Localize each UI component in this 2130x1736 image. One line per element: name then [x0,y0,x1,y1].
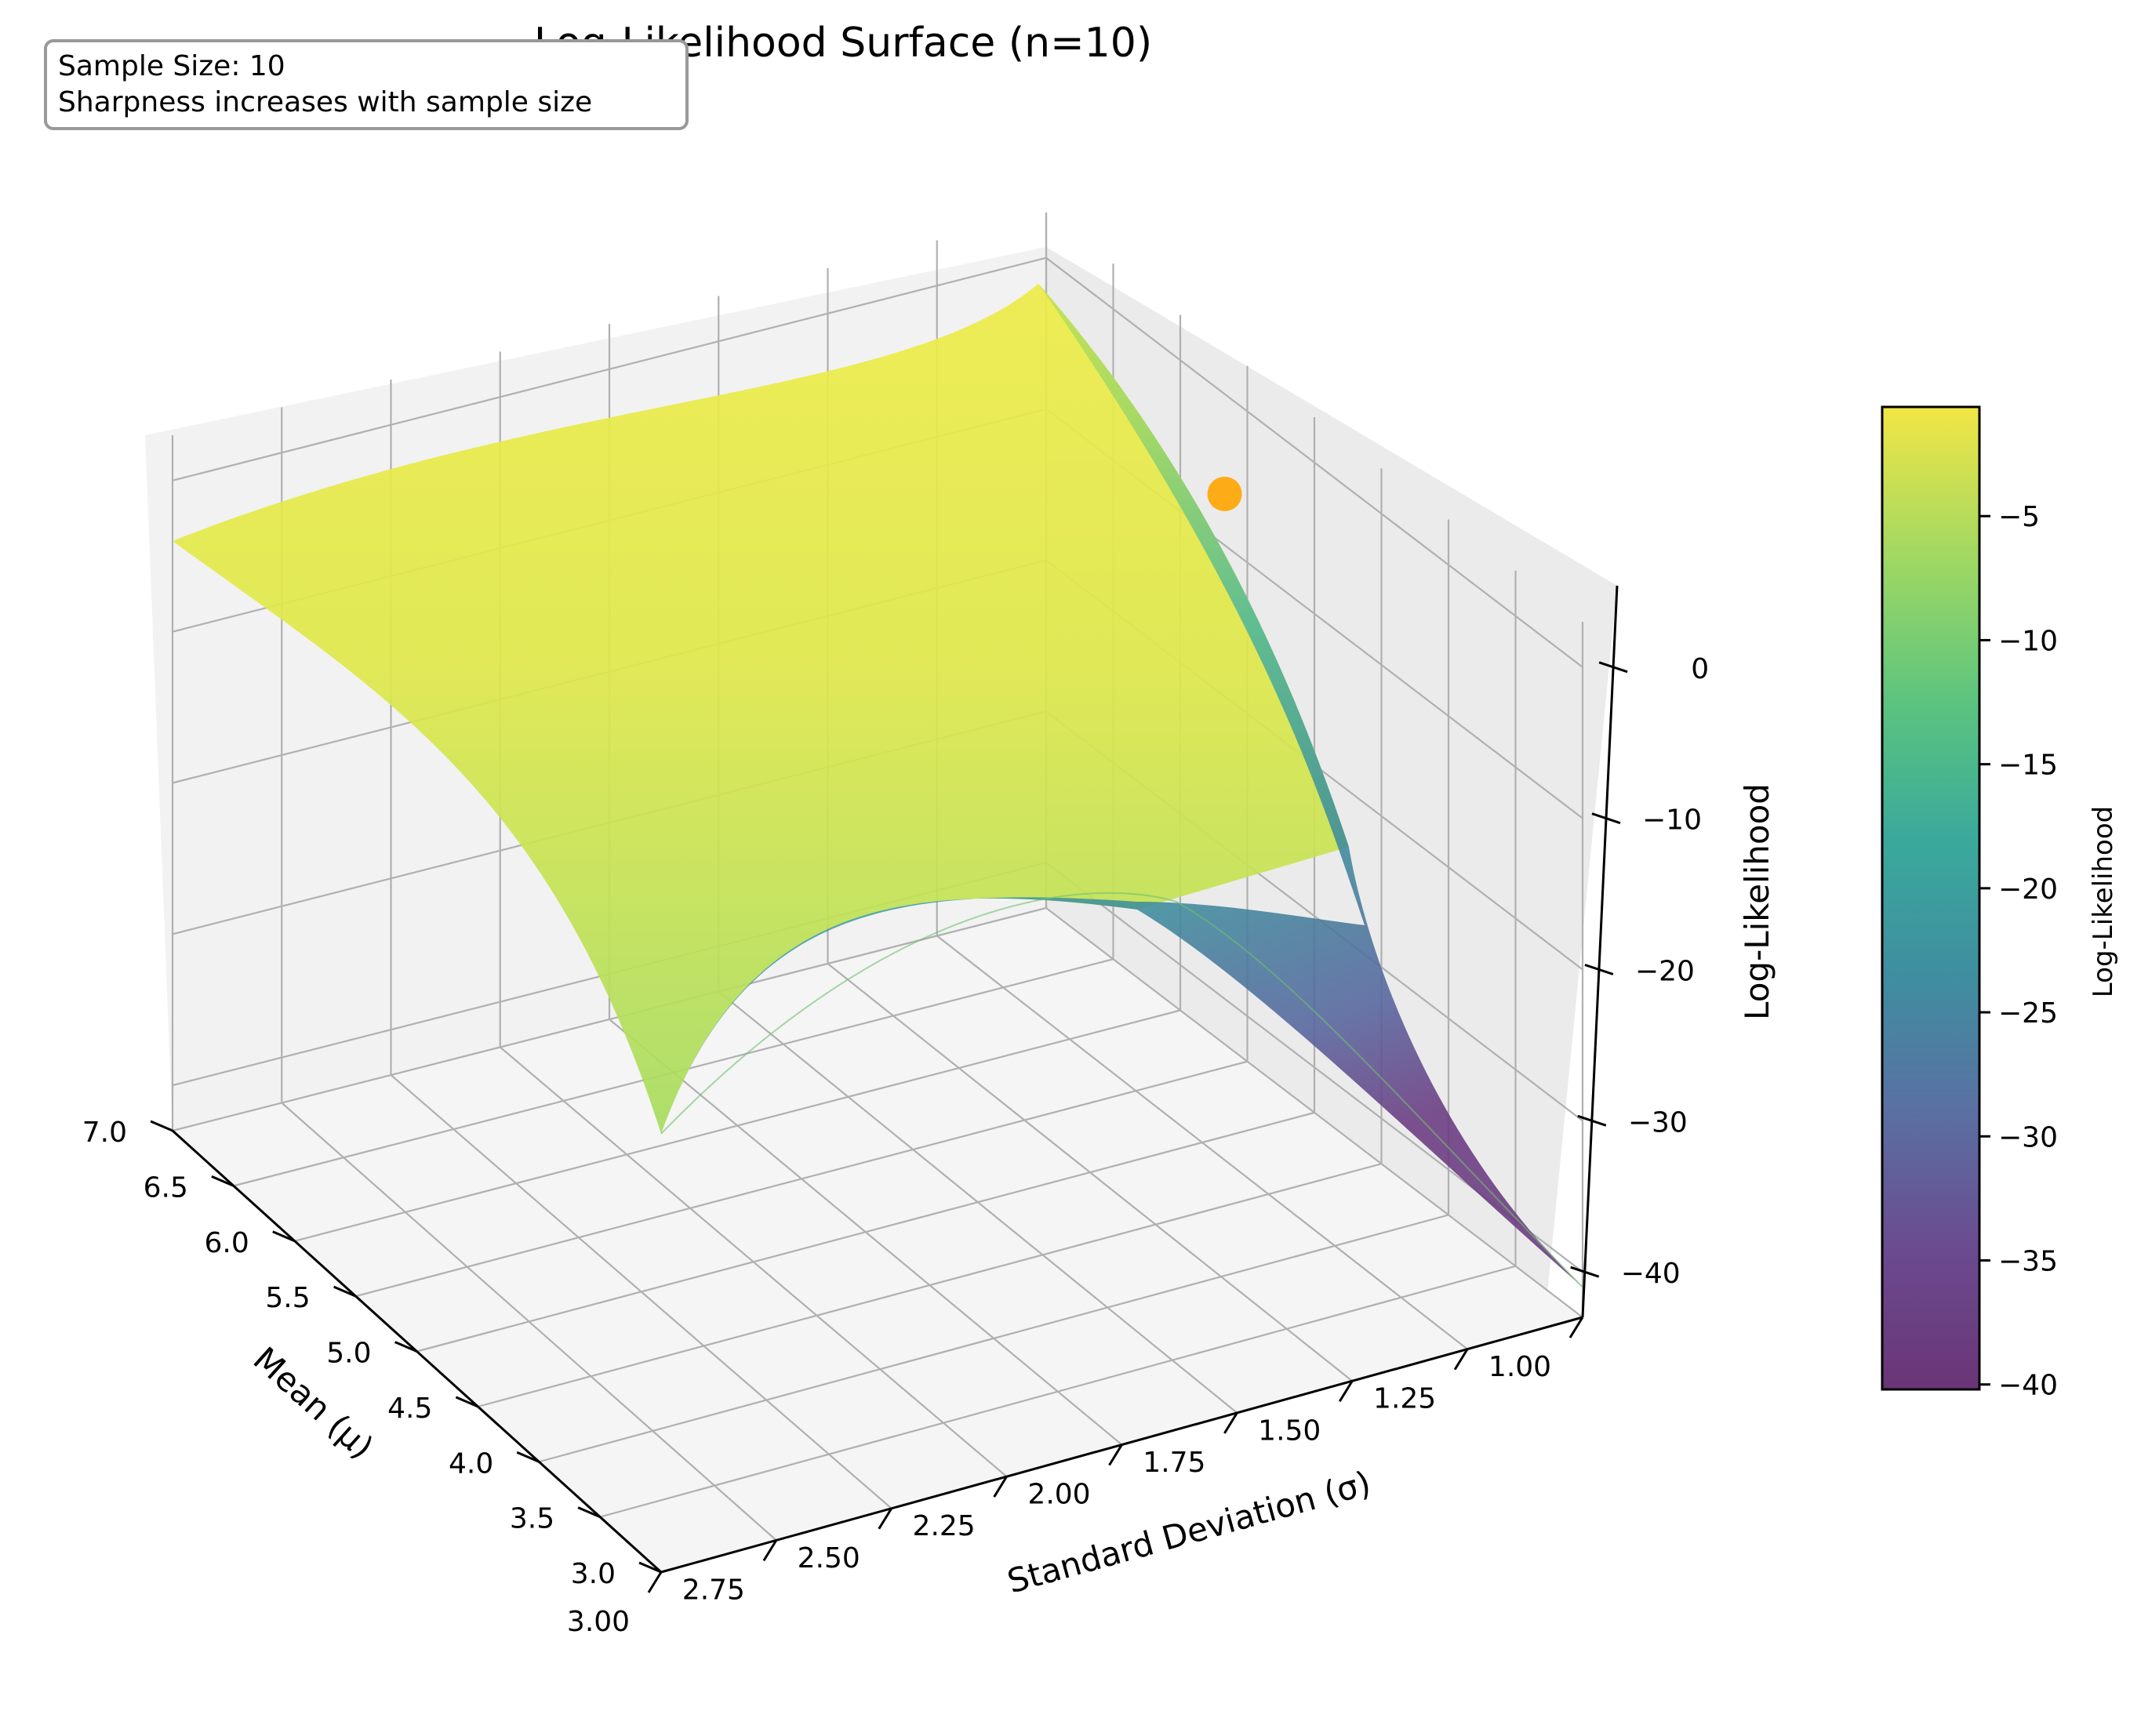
y-tick-label: 5.5 [265,1282,310,1314]
y-tick-mark [211,1175,234,1187]
colorbar-tick-label: −15 [1998,750,2058,782]
colorbar-tick-label: −25 [1998,997,2058,1030]
surface-front-edge [660,892,1583,1288]
x-tick-mark [647,1571,663,1593]
annotation-line-1: Sample Size: 10 [58,50,285,82]
x-tick-label: 1.50 [1258,1415,1321,1447]
x-tick-mark [762,1539,778,1562]
grid-line-y-floor [355,1060,1248,1298]
y-tick-mark [394,1341,418,1353]
colorbar-tick-label: −5 [1998,501,2040,533]
colorbar-gradient [1881,405,1981,1391]
z-tick-label: −10 [1642,804,1702,837]
colorbar-tick-label: −30 [1998,1121,2058,1153]
y-tick-label: 4.0 [449,1447,493,1480]
y-tick-mark [272,1230,296,1243]
z-tick-mark [1584,964,1614,975]
z-axis-label: Log-Likelihood [1738,783,1776,1020]
x-tick-label: 1.25 [1373,1383,1436,1415]
x-tick-label: 2.00 [1027,1479,1090,1511]
colorbar-ticks: −5 −10 −15 −20 −25 −30 −35 −40 [1979,501,2058,1402]
grid-line-y-floor [538,1214,1449,1463]
y-tick-mark [577,1506,601,1519]
grid-line-y-floor [416,1111,1315,1353]
colorbar: −5 −10 −15 −20 −25 −30 −35 −40 Log-Likelihood [1881,405,2119,1402]
colorbar-tick-label: −10 [1998,625,2058,657]
grid-line-y-floor [599,1265,1516,1518]
z-tick-mark [1591,812,1621,825]
y-tick-label: 6.0 [204,1227,249,1259]
z-tick-mark [1598,661,1628,674]
mle-point [1207,476,1242,511]
x-tick-label: 2.75 [682,1574,745,1606]
grid-line-y-floor [478,1163,1382,1407]
x-tick-mark [1453,1348,1469,1371]
x-tick-mark [1223,1412,1238,1434]
y-tick-label: 4.5 [387,1393,432,1425]
colorbar-tick-label: −20 [1998,873,2058,906]
x-tick-mark [1108,1444,1123,1466]
grid-line-z [172,256,1583,668]
annotation-box: Sample Size: 10 Sharpness increases with… [44,39,689,130]
y-tick-mark [150,1120,173,1132]
y-tick-label: 5.0 [326,1338,371,1370]
z-tick-mark [1570,1266,1600,1278]
y-tick-mark [516,1451,540,1463]
colorbar-tick-label: −35 [1998,1245,2058,1277]
z-ticks: 0 −10 −20 −30 −40 [1570,653,1709,1290]
z-tick-label: 0 [1691,653,1709,685]
x-tick-label: 1.75 [1143,1447,1205,1479]
x-ticks: 1.00 1.25 1.50 1.75 2.00 2.25 2.50 2.75 3.00 [567,1317,1584,1638]
z-tick-mark [1577,1114,1607,1127]
y-tick-mark [333,1285,357,1298]
x-tick-mark [993,1476,1008,1498]
colorbar-label: Log-Likelihood [2088,806,2119,997]
z-axis: 0 −10 −20 −30 −40 Log-Likelihood [1570,585,1776,1318]
z-tick-label: −20 [1635,956,1695,988]
y-ticks: 3.0 3.5 4.0 4.5 5.0 5.5 6.0 6.5 7.0 [82,1117,662,1590]
x-tick-mark [1568,1317,1584,1338]
y-tick-mark [638,1561,662,1574]
surface-layer [173,283,1583,1288]
surface-top [173,283,1349,1134]
x-tick-label: 2.25 [913,1510,976,1542]
z-axis-line [1581,585,1619,1318]
x-tick-label: 2.50 [798,1542,860,1574]
z-tick-label: −30 [1628,1106,1688,1139]
annotation-frame [44,39,689,130]
surface-slope [661,283,1583,1287]
x-tick-label: 1.00 [1488,1351,1551,1383]
x-tick-label: 3.00 [567,1606,630,1638]
y-tick-mark [455,1396,478,1408]
annotation-line-2: Sharpness increases with sample size [58,86,592,118]
grid-line-y-floor [172,906,1047,1132]
colorbar-tick-label: −40 [1998,1370,2058,1402]
y-tick-label: 6.5 [144,1171,188,1204]
y-tick-label: 3.0 [571,1558,616,1590]
grid-line-y-floor [294,1009,1181,1242]
x-tick-mark [1338,1380,1354,1403]
y-tick-label: 7.0 [82,1117,127,1149]
y-tick-label: 3.5 [510,1503,554,1535]
z-tick-label: −40 [1621,1258,1681,1290]
x-tick-mark [878,1507,893,1530]
